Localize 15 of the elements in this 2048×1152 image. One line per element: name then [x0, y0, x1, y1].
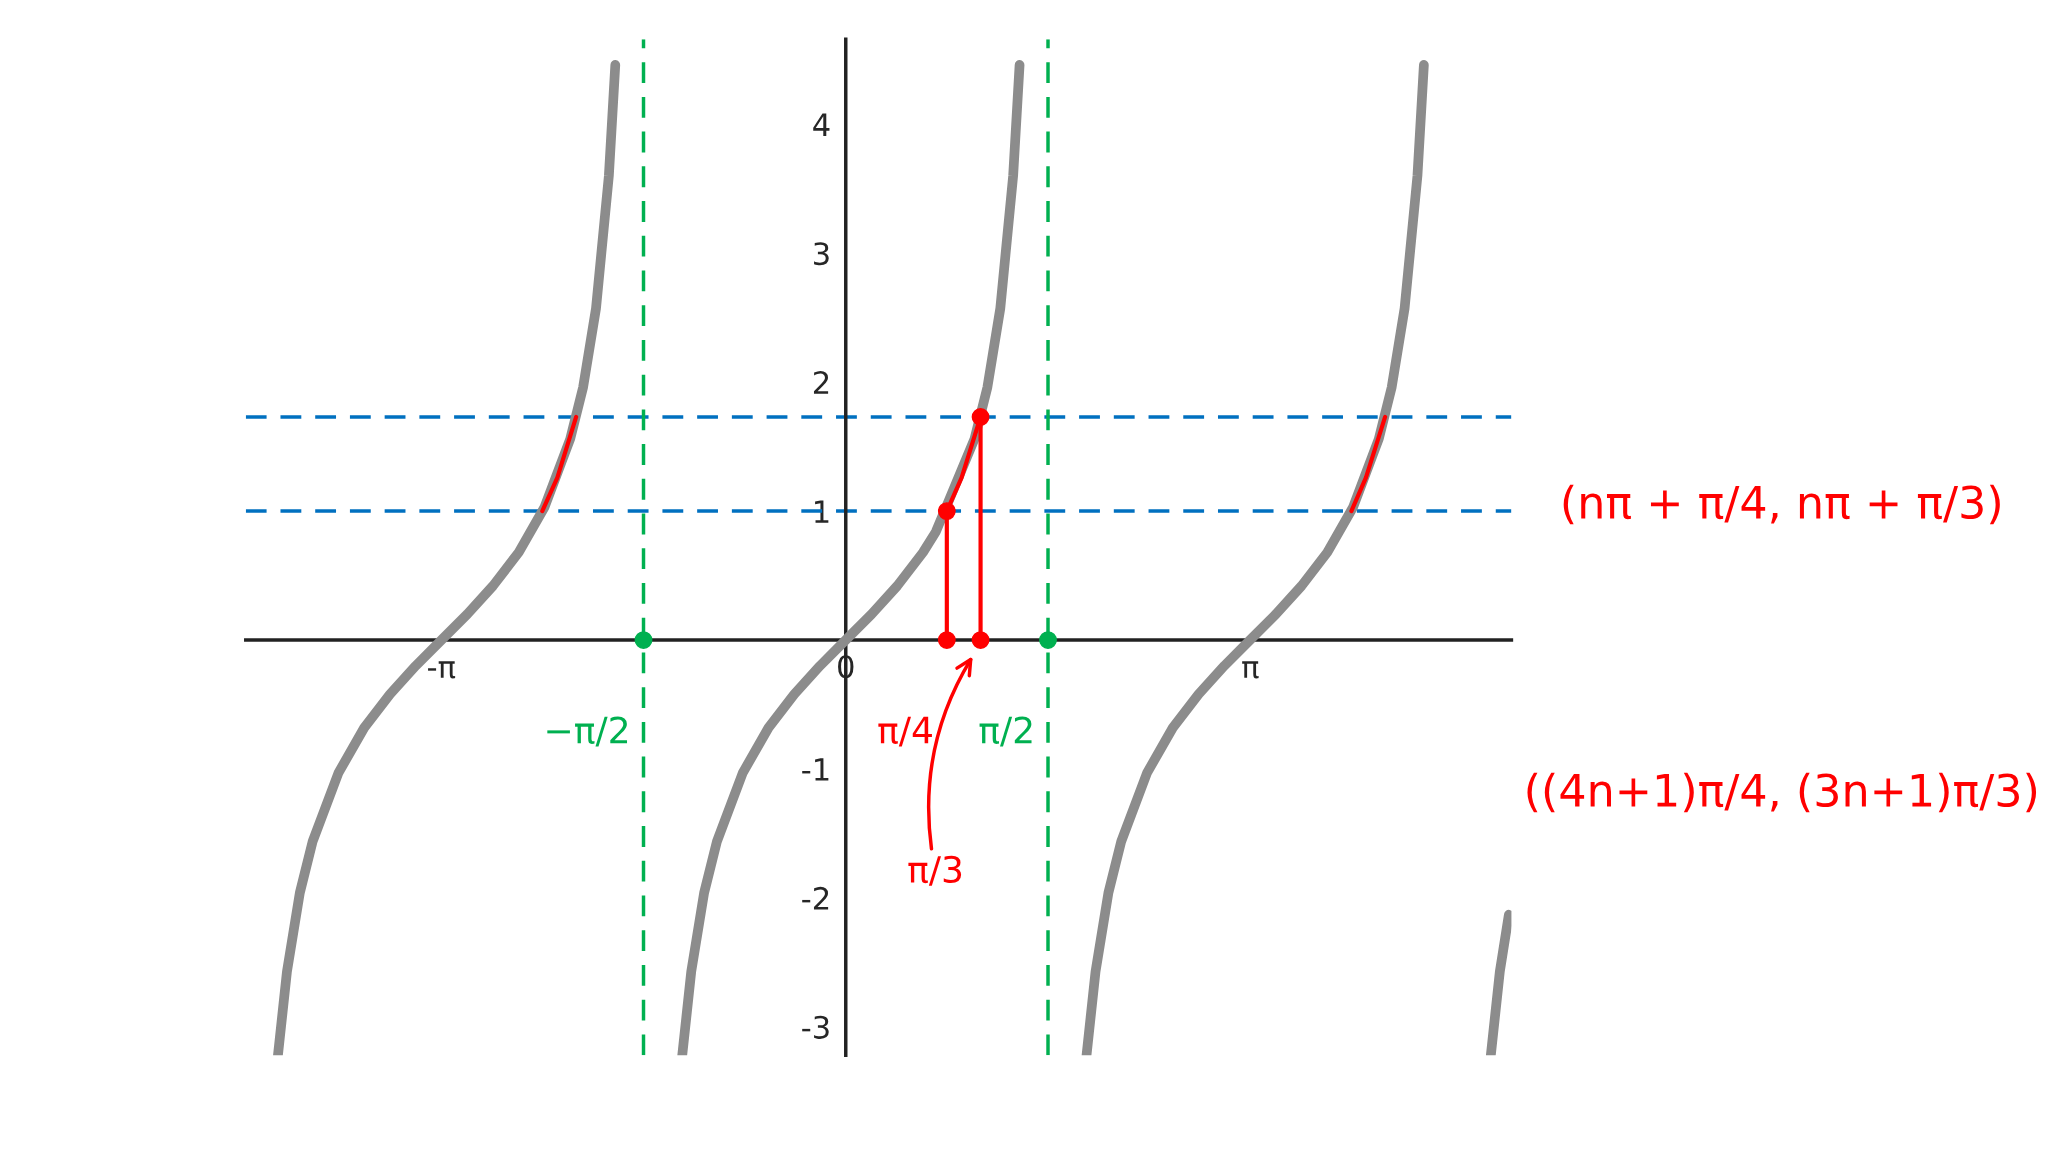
y-tick-label: 1: [815, 500, 829, 523]
text: ((4n+1)π/4, (3n+1)π/3): [1527, 772, 2037, 813]
y-tick-label: 4: [813, 113, 830, 136]
y-tick-label: -1: [802, 758, 829, 781]
y-tick-label: -3: [802, 1015, 829, 1039]
x-tick-label: π: [1242, 661, 1259, 679]
annotation: π/4: [878, 716, 932, 747]
text: (nπ + π/4, nπ + π/3): [1563, 484, 2000, 525]
x-tick-label: -π: [428, 661, 456, 679]
annotation: −π/2: [547, 716, 628, 747]
annotation: π/2: [979, 716, 1032, 747]
y-tick-label: 2: [813, 371, 829, 394]
annotation: π/3: [908, 855, 962, 886]
y-tick-label: 3: [814, 242, 829, 266]
y-tick-label: -2: [802, 886, 829, 910]
